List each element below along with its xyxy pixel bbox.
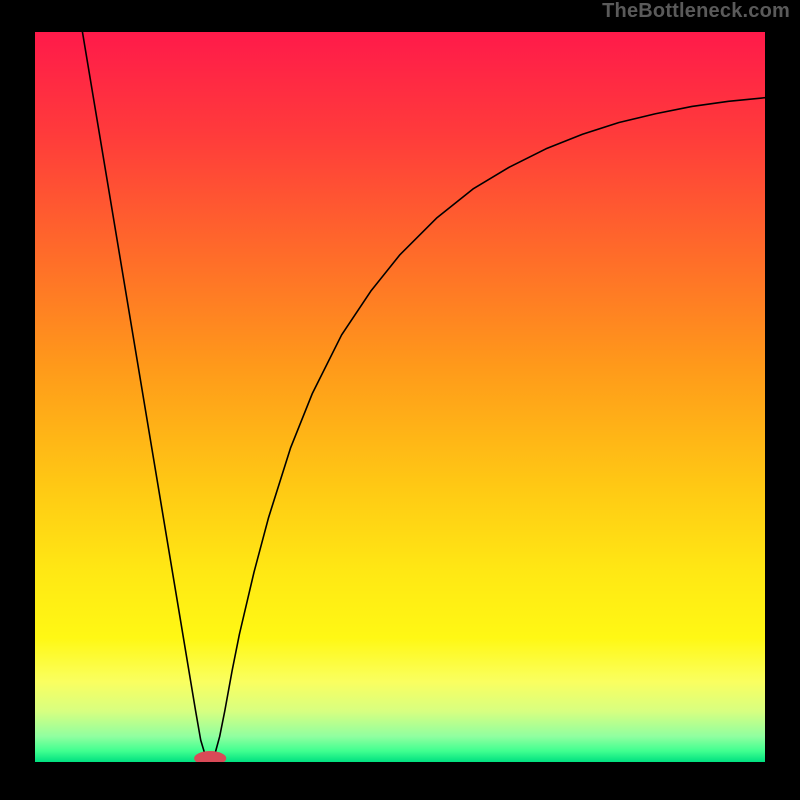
gradient-background: [35, 32, 765, 762]
watermark: TheBottleneck.com: [602, 0, 790, 23]
watermark-text: TheBottleneck.com: [602, 0, 790, 22]
chart-svg: [35, 32, 765, 762]
chart-container: { "watermark": { "text": "TheBottleneck.…: [0, 0, 800, 800]
plot-area: [35, 32, 765, 762]
